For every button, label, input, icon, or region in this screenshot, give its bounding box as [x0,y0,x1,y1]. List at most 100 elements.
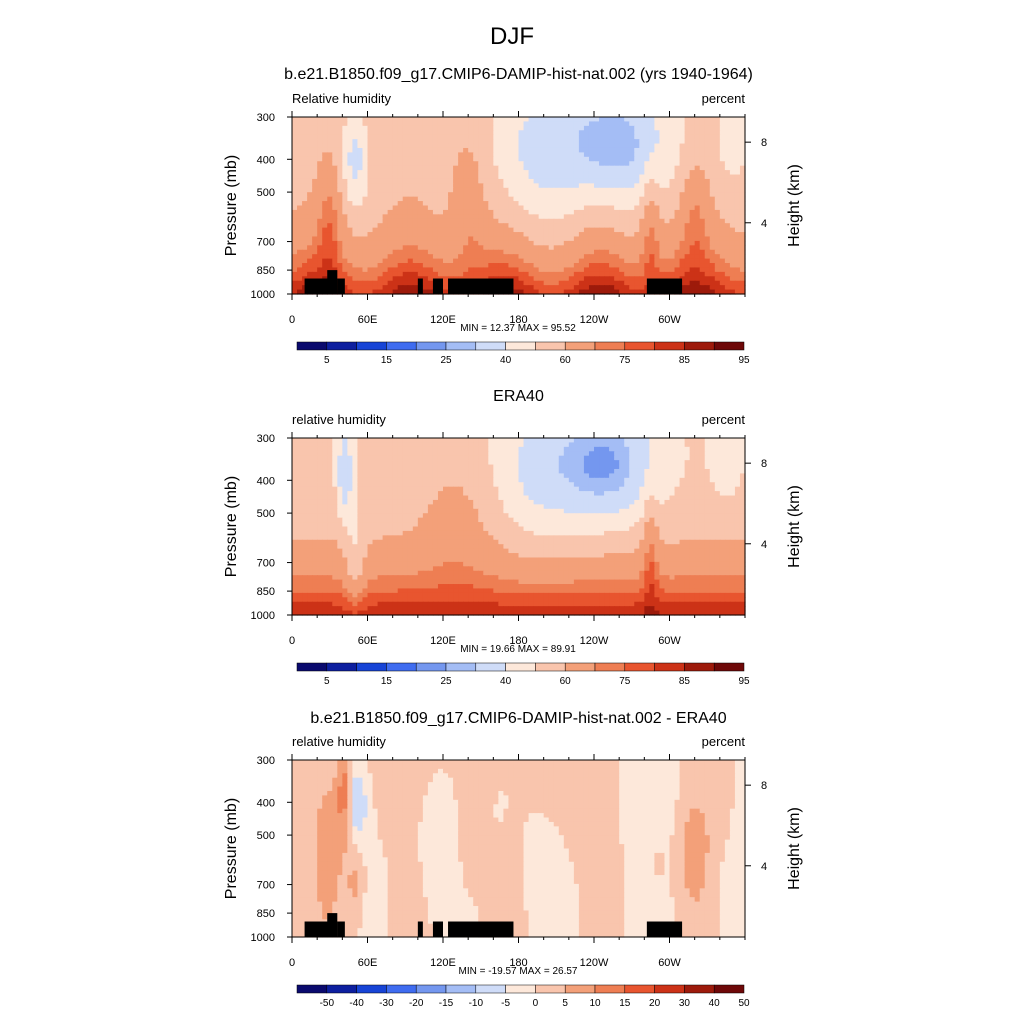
x-tick-label: 0 [289,635,295,647]
colorbar-swatch [326,341,357,351]
colorbar-label: 85 [679,676,691,687]
panel-title: b.e21.B1850.f09_g17.CMIP6-DAMIP-hist-nat… [310,710,726,727]
colorbar-label: 95 [738,355,750,366]
colorbar-panel-2: 5 15 25 40 60 75 85 95 [296,662,750,687]
colorbar-label: 5 [562,998,568,1009]
colorbar-swatch [535,984,566,994]
x-tick-label: 0 [289,314,295,326]
colorbar-swatch [296,984,328,994]
height-tick-label: 4 [761,218,767,230]
colorbar-label: 75 [619,355,631,366]
colorbar-panel-1: 5 15 25 40 60 75 85 95 [296,341,750,366]
colorbar-label: 40 [500,355,512,366]
y-tick-label: 1000 [251,289,275,301]
y-tick-label: 500 [257,508,275,520]
y-tick-label: 300 [257,112,275,124]
colorbar-label: 40 [500,676,512,687]
min-max-stats: MIN = 12.37 MAX = 95.52 [460,323,576,334]
colorbar-label: 40 [709,998,721,1009]
colorbar-label: -15 [439,998,454,1009]
units-label: percent [702,412,746,427]
colorbar-swatch [535,341,566,351]
axes-panel-1: b.e21.B1850.f09_g17.CMIP6-DAMIP-hist-nat… [223,66,803,334]
colorbar-swatch [475,662,506,672]
colorbar-swatch [713,984,745,994]
x-tick-label: 180 [509,314,527,326]
y-tick-label: 500 [257,830,275,842]
colorbar-swatch [684,341,715,351]
y-tick-label: 400 [257,797,275,809]
colorbar-swatch [296,341,328,351]
x-tick-label: 180 [509,957,527,969]
colorbar-swatch [475,984,506,994]
colorbar-label: 30 [679,998,691,1009]
y-axis-label: Pressure (mb) [223,798,240,899]
heatmap-field-model [292,117,746,295]
colorbar-swatch [505,341,536,351]
colorbar-swatch [386,341,417,351]
height-tick-label: 4 [761,861,767,873]
colorbar-swatch [624,341,655,351]
colorbar-label: -30 [379,998,394,1009]
topography-mask-model [304,270,683,294]
colorbar-label: 75 [619,676,631,687]
heatmap-field-era40 [292,438,746,616]
units-label: percent [702,91,746,106]
colorbar-swatch [564,662,596,672]
colorbar-label: 10 [589,998,601,1009]
colorbar-swatch [445,662,477,672]
y-tick-label: 700 [257,880,275,892]
colorbar-swatch [654,341,685,351]
x-tick-label: 120E [430,314,456,326]
y-tick-label: 700 [257,558,275,570]
colorbar-swatch [296,662,328,672]
colorbar-swatch [624,662,655,672]
units-label: percent [702,734,746,749]
colorbar-swatch [505,984,536,994]
colorbar-swatch [386,984,417,994]
colorbar-swatch [594,341,626,351]
colorbar-swatch [445,984,477,994]
colorbar-label: -5 [501,998,510,1009]
x-tick-label: 120W [580,957,609,969]
x-tick-label: 60E [358,314,378,326]
colorbar-label: 0 [533,998,539,1009]
colorbar-label: 25 [440,676,452,687]
y-tick-label: 1000 [251,610,275,622]
colorbar-label: 5 [324,676,330,687]
right-axis-label: Height (km) [786,485,803,568]
colorbar-label: 50 [738,998,750,1009]
colorbar-swatch [386,662,417,672]
y-tick-label: 500 [257,187,275,199]
colorbar-swatch [654,984,685,994]
variable-label: relative humidity [292,412,386,427]
colorbar-swatch [415,984,447,994]
colorbar-swatch [594,984,626,994]
colorbar-label: 25 [440,355,452,366]
colorbar-label: -20 [409,998,424,1009]
colorbar-swatch [713,341,745,351]
colorbar-label: 5 [324,355,330,366]
colorbar-swatch [415,662,447,672]
colorbar-swatch [505,662,536,672]
height-tick-label: 8 [761,458,767,470]
colorbar-swatch [445,341,477,351]
x-tick-label: 0 [289,957,295,969]
x-tick-label: 180 [509,635,527,647]
height-tick-label: 4 [761,539,767,551]
y-axis-label: Pressure (mb) [223,476,240,577]
colorbar-label: 20 [649,998,661,1009]
colorbar-label: 15 [619,998,631,1009]
x-tick-label: 60E [358,635,378,647]
colorbar-swatch [415,341,447,351]
page-title: DJF [490,23,534,50]
x-tick-label: 120W [580,314,609,326]
colorbar-swatch [564,984,596,994]
y-tick-label: 300 [257,433,275,445]
colorbar-swatch [684,984,715,994]
colorbar-label: 60 [560,676,572,687]
panel-title: ERA40 [493,388,544,405]
axes-panel-3: b.e21.B1850.f09_g17.CMIP6-DAMIP-hist-nat… [223,710,803,977]
colorbar-swatch [564,341,596,351]
